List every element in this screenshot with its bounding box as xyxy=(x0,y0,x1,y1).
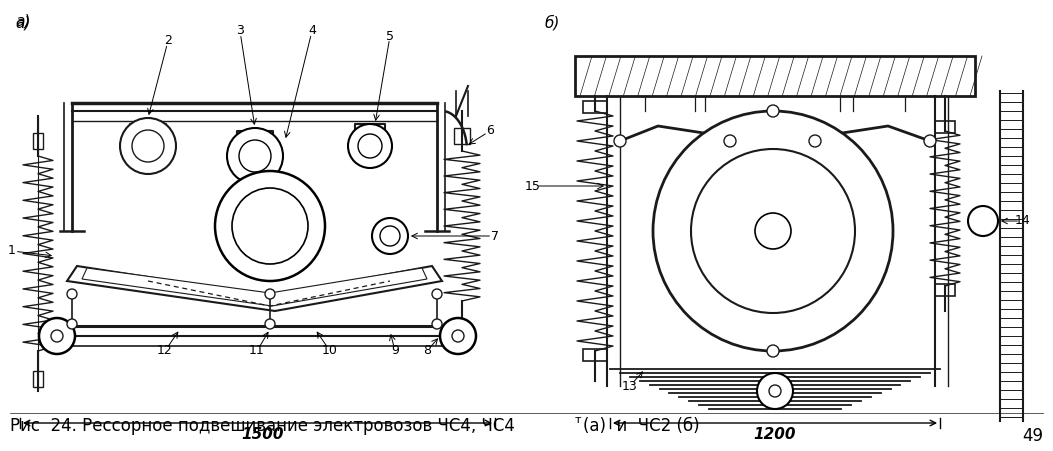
Circle shape xyxy=(440,318,476,354)
Bar xyxy=(454,128,470,144)
Circle shape xyxy=(372,218,408,254)
Circle shape xyxy=(653,111,893,351)
Text: т: т xyxy=(575,415,581,425)
Text: 7: 7 xyxy=(491,230,499,243)
Circle shape xyxy=(769,385,781,397)
Circle shape xyxy=(227,128,283,184)
Bar xyxy=(33,371,43,387)
Text: 5: 5 xyxy=(386,29,394,42)
Circle shape xyxy=(265,319,275,329)
Text: 10: 10 xyxy=(322,345,338,358)
Text: 1200: 1200 xyxy=(754,427,796,442)
Text: 9: 9 xyxy=(391,345,399,358)
Bar xyxy=(935,284,955,296)
Circle shape xyxy=(809,135,821,147)
Text: 1500: 1500 xyxy=(241,427,283,442)
Text: а): а) xyxy=(15,15,31,30)
Circle shape xyxy=(215,171,325,281)
Circle shape xyxy=(432,319,442,329)
Circle shape xyxy=(380,226,400,246)
Circle shape xyxy=(432,289,442,299)
Circle shape xyxy=(452,330,464,342)
Text: 11: 11 xyxy=(250,345,265,358)
Circle shape xyxy=(767,105,779,117)
Text: 15: 15 xyxy=(525,179,541,193)
Circle shape xyxy=(265,289,275,299)
Text: (а)  и  ЧС2 (б): (а) и ЧС2 (б) xyxy=(583,417,699,435)
Text: 2: 2 xyxy=(164,34,172,47)
Circle shape xyxy=(691,149,855,313)
Circle shape xyxy=(67,289,77,299)
Circle shape xyxy=(724,135,736,147)
Text: 6: 6 xyxy=(486,124,494,138)
Polygon shape xyxy=(82,268,428,306)
Circle shape xyxy=(120,118,176,174)
Circle shape xyxy=(755,213,791,249)
Text: 4: 4 xyxy=(309,24,316,37)
Text: 49: 49 xyxy=(1022,427,1044,445)
Bar xyxy=(575,56,975,96)
Bar xyxy=(454,323,470,339)
Text: 12: 12 xyxy=(157,345,173,358)
Text: а): а) xyxy=(15,13,31,28)
Circle shape xyxy=(239,140,271,172)
Bar xyxy=(33,133,43,149)
Circle shape xyxy=(232,188,307,264)
Bar xyxy=(583,101,607,113)
Text: 13: 13 xyxy=(622,379,638,392)
Text: Рис  24. Рессорное подвешивание электровозов ЧС4, ЧС4: Рис 24. Рессорное подвешивание электрово… xyxy=(9,417,515,435)
Circle shape xyxy=(614,135,625,147)
Circle shape xyxy=(767,345,779,357)
Circle shape xyxy=(923,135,936,147)
Circle shape xyxy=(347,124,392,168)
Bar xyxy=(935,121,955,133)
Circle shape xyxy=(757,373,793,409)
Circle shape xyxy=(67,319,77,329)
Text: 14: 14 xyxy=(1015,215,1031,227)
Circle shape xyxy=(39,318,75,354)
Text: 8: 8 xyxy=(423,345,431,358)
Text: б): б) xyxy=(545,15,560,31)
Text: 1: 1 xyxy=(8,244,16,258)
Circle shape xyxy=(132,130,164,162)
Text: 3: 3 xyxy=(236,24,244,37)
Polygon shape xyxy=(67,266,442,311)
Circle shape xyxy=(968,206,998,236)
Circle shape xyxy=(358,134,382,158)
Bar xyxy=(583,349,607,361)
Circle shape xyxy=(51,330,63,342)
